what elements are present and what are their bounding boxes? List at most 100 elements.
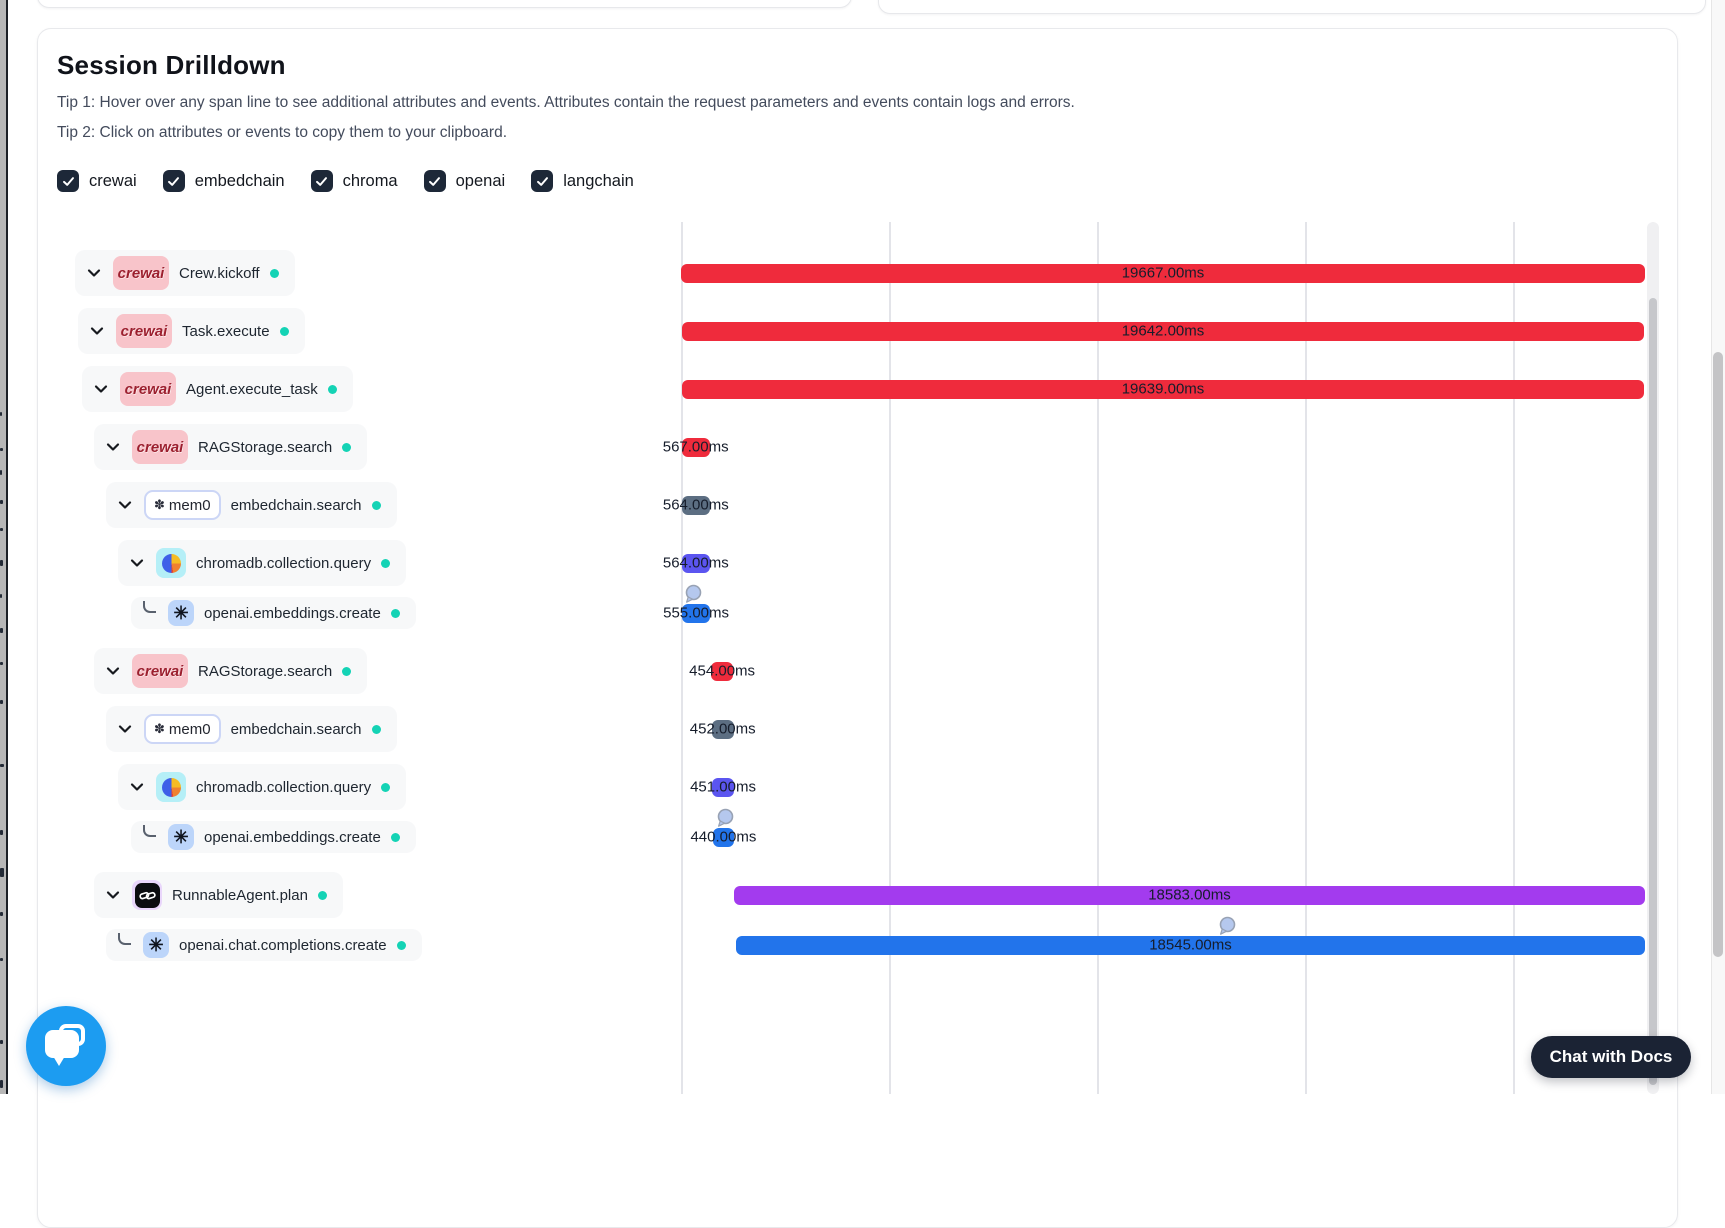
span-row-openai.embeddings.create[interactable]: ✳ openai.embeddings.create — [131, 597, 416, 629]
span-duration-label: 451.00ms — [690, 779, 756, 796]
span-name: RunnableAgent.plan — [172, 887, 308, 904]
tip-2-text: Tip 2: Click on attributes or events to … — [57, 124, 507, 142]
span-duration-label: 454.00ms — [689, 663, 755, 680]
checkbox-checked-icon[interactable] — [311, 170, 333, 192]
span-duration-label: 18545.00ms — [1149, 937, 1232, 954]
span-row-RAGStorage.search[interactable]: crewai RAGStorage.search — [94, 648, 367, 694]
waterfall-scrollbar-thumb[interactable] — [1649, 298, 1657, 1085]
chevron-down-icon[interactable] — [128, 778, 146, 796]
filter-checkbox-embedchain[interactable]: embedchain — [163, 170, 285, 192]
filter-label: langchain — [563, 172, 634, 191]
crewai-logo: crewai — [132, 654, 188, 688]
event-speech-bubble-icon[interactable] — [1216, 916, 1238, 936]
crewai-logo: crewai — [132, 430, 188, 464]
mem0-logo: ✽ mem0 — [144, 714, 221, 744]
span-row-Agent.execute_task[interactable]: crewai Agent.execute_task — [82, 366, 353, 412]
filter-checkbox-langchain[interactable]: langchain — [531, 170, 634, 192]
checkbox-checked-icon[interactable] — [424, 170, 446, 192]
span-row-Crew.kickoff[interactable]: crewai Crew.kickoff — [75, 250, 295, 296]
chroma-logo — [156, 548, 186, 578]
span-name: Task.execute — [182, 323, 270, 340]
span-duration-label: 564.00ms — [663, 497, 729, 514]
span-duration-label: 567.00ms — [663, 439, 729, 456]
chat-launcher-button[interactable] — [26, 1006, 106, 1086]
crewai-logo: crewai — [116, 314, 172, 348]
status-dot — [328, 385, 337, 394]
span-name: openai.embeddings.create — [204, 605, 381, 622]
span-row-embedchain.search[interactable]: ✽ mem0 embedchain.search — [106, 706, 397, 752]
status-dot — [391, 833, 400, 842]
chroma-logo — [156, 772, 186, 802]
chevron-down-icon[interactable] — [85, 264, 103, 282]
tree-elbow-icon — [143, 601, 156, 613]
span-duration-label: 19667.00ms — [1122, 265, 1205, 282]
status-dot — [397, 941, 406, 950]
timeline-gridline — [1513, 222, 1515, 1094]
timeline-gridline — [1097, 222, 1099, 1094]
span-name: chromadb.collection.query — [196, 555, 371, 572]
status-dot — [342, 443, 351, 452]
status-dot — [381, 559, 390, 568]
vendor-filter-bar: crewai embedchain chroma openai langchain — [57, 170, 634, 192]
status-dot — [381, 783, 390, 792]
timeline-gridline — [889, 222, 891, 1094]
crewai-logo: crewai — [120, 372, 176, 406]
page-scrollbar-thumb[interactable] — [1713, 352, 1723, 957]
mem0-logo: ✽ mem0 — [144, 490, 221, 520]
chat-with-docs-label: Chat with Docs — [1550, 1047, 1673, 1067]
event-speech-bubble-icon[interactable] — [714, 808, 736, 828]
chevron-down-icon[interactable] — [88, 322, 106, 340]
filter-label: chroma — [343, 172, 398, 191]
span-name: Agent.execute_task — [186, 381, 318, 398]
span-name: openai.embeddings.create — [204, 829, 381, 846]
filter-label: crewai — [89, 172, 137, 191]
span-duration-label: 440.00ms — [690, 829, 756, 846]
page-title: Session Drilldown — [57, 50, 286, 81]
status-dot — [270, 269, 279, 278]
checkbox-checked-icon[interactable] — [531, 170, 553, 192]
tip-1-text: Tip 1: Hover over any span line to see a… — [57, 94, 1075, 112]
chevron-down-icon[interactable] — [104, 438, 122, 456]
filter-checkbox-chroma[interactable]: chroma — [311, 170, 398, 192]
openai-logo: ✳ — [143, 932, 169, 958]
status-dot — [318, 891, 327, 900]
span-name: openai.chat.completions.create — [179, 937, 387, 954]
span-row-RAGStorage.search[interactable]: crewai RAGStorage.search — [94, 424, 367, 470]
checkbox-checked-icon[interactable] — [57, 170, 79, 192]
span-name: RAGStorage.search — [198, 439, 332, 456]
span-row-RunnableAgent.plan[interactable]: RunnableAgent.plan — [94, 872, 343, 918]
span-duration-label: 564.00ms — [663, 555, 729, 572]
span-row-openai.chat.completions.create[interactable]: ✳ openai.chat.completions.create — [106, 929, 422, 961]
tree-elbow-icon — [118, 933, 131, 945]
span-name: chromadb.collection.query — [196, 779, 371, 796]
span-row-embedchain.search[interactable]: ✽ mem0 embedchain.search — [106, 482, 397, 528]
span-row-Task.execute[interactable]: crewai Task.execute — [78, 308, 305, 354]
filter-checkbox-openai[interactable]: openai — [424, 170, 506, 192]
chevron-down-icon[interactable] — [128, 554, 146, 572]
span-name: embedchain.search — [231, 721, 362, 738]
checkbox-checked-icon[interactable] — [163, 170, 185, 192]
chat-with-docs-button[interactable]: Chat with Docs — [1531, 1036, 1691, 1078]
span-row-chromadb.collection.query[interactable]: chromadb.collection.query — [118, 540, 406, 586]
crewai-logo: crewai — [113, 256, 169, 290]
status-dot — [372, 501, 381, 510]
chevron-down-icon[interactable] — [104, 886, 122, 904]
chevron-down-icon[interactable] — [92, 380, 110, 398]
span-duration-label: 452.00ms — [690, 721, 756, 738]
top-left-card-partial — [37, 0, 852, 8]
filter-checkbox-crewai[interactable]: crewai — [57, 170, 137, 192]
langchain-logo — [132, 880, 162, 910]
span-duration-label: 555.00ms — [663, 605, 729, 622]
openai-logo: ✳ — [168, 824, 194, 850]
span-row-openai.embeddings.create[interactable]: ✳ openai.embeddings.create — [131, 821, 416, 853]
span-row-chromadb.collection.query[interactable]: chromadb.collection.query — [118, 764, 406, 810]
span-name: RAGStorage.search — [198, 663, 332, 680]
chevron-down-icon[interactable] — [116, 720, 134, 738]
span-duration-label: 19642.00ms — [1122, 323, 1205, 340]
event-speech-bubble-icon[interactable] — [682, 584, 704, 604]
chevron-down-icon[interactable] — [116, 496, 134, 514]
chevron-down-icon[interactable] — [104, 662, 122, 680]
background-window-edge — [0, 0, 8, 1094]
timeline-gridline — [681, 222, 683, 1094]
filter-label: openai — [456, 172, 506, 191]
